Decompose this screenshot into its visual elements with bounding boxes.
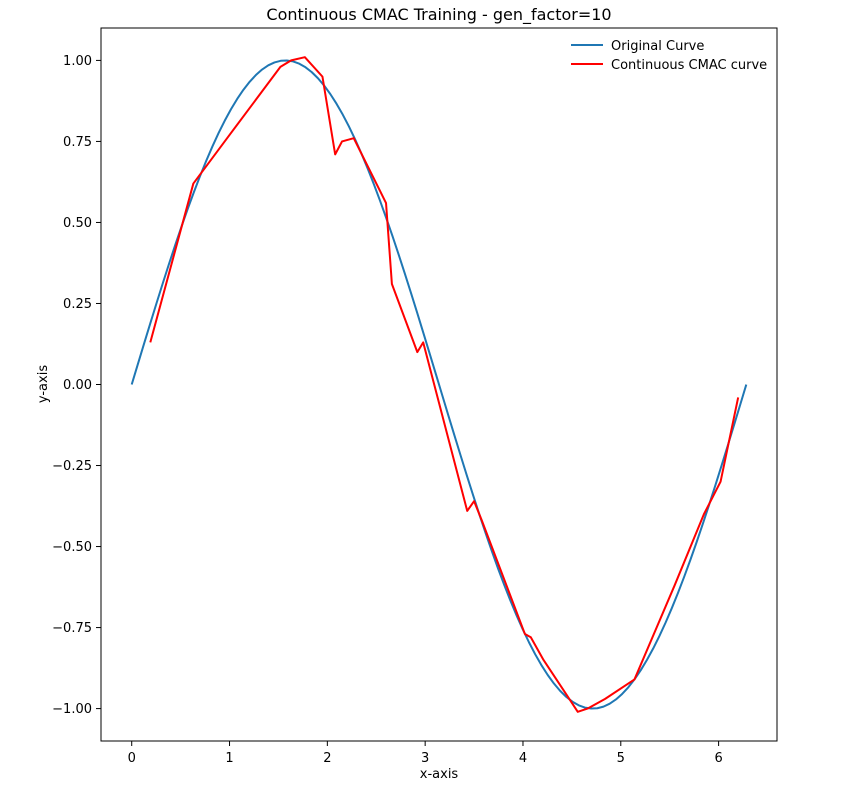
y-tick-label: −0.75 xyxy=(52,621,92,636)
y-tick-label: 0.75 xyxy=(63,135,92,150)
series-layer xyxy=(130,56,748,713)
y-ticks: −1.00 −0.75 −0.50 −0.25 0.00 0.25 0.50 0.75 1.00 xyxy=(52,54,101,717)
series-line-original-curve xyxy=(130,59,748,710)
y-tick-label: 0.25 xyxy=(63,297,92,312)
legend-label-original-curve: Original Curve xyxy=(611,39,704,54)
plot-area: 0 1 2 3 4 5 6 −1.00 −0.75 −0.50 −0.25 0.00 0.25 0.50… xyxy=(52,27,778,766)
legend-label-continuous-cmac-curve: Continuous CMAC curve xyxy=(611,58,767,73)
y-axis-label: y-axis xyxy=(36,365,51,403)
legend: Original Curve Continuous CMAC curve xyxy=(571,39,767,73)
y-tick-label: 1.00 xyxy=(63,54,92,69)
y-tick-label: −0.25 xyxy=(52,459,92,474)
x-tick-label: 4 xyxy=(519,751,527,766)
x-tick-label: 3 xyxy=(421,751,429,766)
y-tick-label: 0.50 xyxy=(63,216,92,231)
chart-title: Continuous CMAC Training - gen_factor=10 xyxy=(266,5,611,25)
x-tick-label: 5 xyxy=(617,751,625,766)
x-ticks: 0 1 2 3 4 5 6 xyxy=(128,741,723,766)
x-tick-label: 0 xyxy=(128,751,136,766)
x-axis-label: x-axis xyxy=(420,767,459,782)
y-tick-label: −0.50 xyxy=(52,540,92,555)
x-tick-label: 1 xyxy=(225,751,233,766)
x-tick-label: 2 xyxy=(323,751,331,766)
series-line-continuous-cmac-curve xyxy=(149,56,740,713)
y-tick-label: −1.00 xyxy=(52,702,92,717)
y-tick-label: 0.00 xyxy=(63,378,92,393)
x-tick-label: 6 xyxy=(714,751,722,766)
